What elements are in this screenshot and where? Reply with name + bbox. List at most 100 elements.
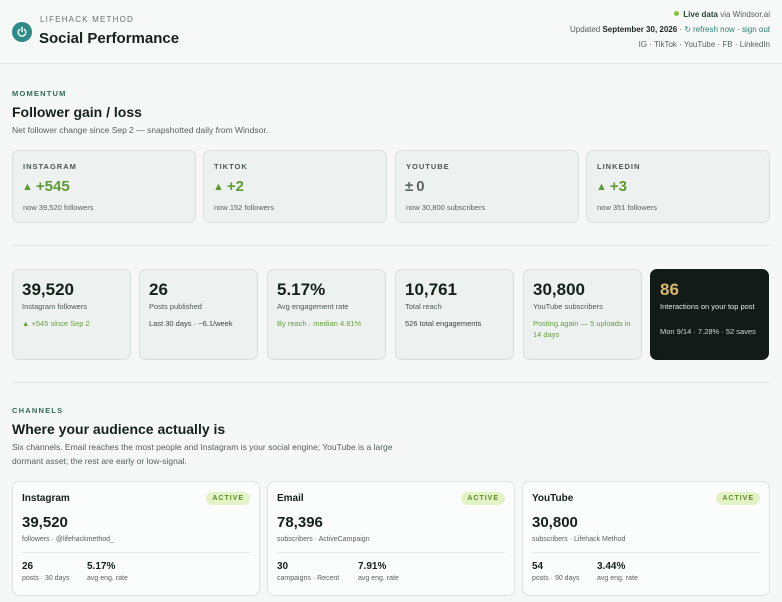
kpi-label: Posts published: [149, 302, 202, 311]
channels-kicker: CHANNELS: [12, 406, 64, 415]
kpi-value: 86: [660, 280, 679, 299]
kpi-label: Interactions on your top post: [660, 302, 755, 311]
triangle-up-icon: ▲: [596, 181, 607, 193]
stat-value: 3.44%: [597, 561, 626, 572]
refresh-label: refresh now: [693, 25, 735, 34]
gain-number: +3: [609, 178, 627, 195]
kpi-youtube-subscribers: 30,800 YouTube subscribers Posting again…: [523, 269, 642, 360]
gain-number: +545: [35, 178, 70, 195]
kpi-total-reach: 10,761 Total reach 526 total engagements: [395, 269, 514, 360]
gain-number: +2: [226, 178, 244, 195]
channel-stat-engagement: 3.44% avg eng. rate: [597, 561, 638, 582]
kpi-note: By reach · median 4.81%: [277, 319, 362, 328]
kpi-label: Total reach: [405, 302, 442, 311]
updated-date: September 30, 2026: [602, 25, 678, 34]
kpi-note: Mon 9/14 · 7.28% · 52 saves: [660, 327, 756, 336]
live-label: Live data: [683, 10, 718, 19]
kpi-top-post: 86 Interactions on your top post Mon 9/1…: [650, 269, 769, 360]
channel-subtitle: followers · @lifehackmethod_: [22, 536, 114, 543]
channel-subtitle: subscribers · Lifehack Method: [532, 536, 626, 543]
channel-value: 78,396: [277, 514, 323, 531]
kpi-note: Last 30 days · ~6.1/week: [149, 319, 233, 328]
plus-minus-icon: ±: [405, 178, 414, 195]
channel-card-email: Email ACTIVE 78,396 subscribers · Active…: [267, 481, 515, 596]
stat-label: posts · 90 days: [532, 575, 580, 582]
kpi-value: 5.17%: [277, 280, 326, 299]
channel-stat-campaigns: 30 campaigns · Recent: [277, 561, 339, 582]
channel-name: Email: [277, 493, 304, 504]
channel-name: YouTube: [532, 493, 574, 504]
channel-divider: [277, 552, 505, 553]
momentum-title: Follower gain / loss: [12, 104, 142, 120]
header-meta: Live data via Windsor.ai Updated Septemb…: [570, 9, 770, 54]
platform-list: IG · TikTok · YouTube · FB · LinkedIn: [638, 40, 770, 49]
live-source: via Windsor.ai: [720, 10, 770, 19]
channel-name: Instagram: [22, 493, 70, 504]
brand-kicker: LIFEHACK METHOD: [40, 15, 135, 24]
channel-stat-engagement: 5.17% avg eng. rate: [87, 561, 128, 582]
kpi-note: 526 total engagements: [405, 319, 482, 328]
gain-note: now 30,800 subscribers: [406, 203, 486, 212]
kpi-note: ▲ +545 since Sep 2: [22, 319, 90, 328]
separator: ·: [737, 25, 740, 34]
gain-value: ▲ +545: [22, 178, 70, 195]
channel-divider: [22, 552, 250, 553]
channel-stat-engagement: 7.91% avg eng. rate: [358, 561, 399, 582]
channel-value: 30,800: [532, 514, 578, 531]
kpi-note: Posting again — 5 uploads in 14 days: [533, 319, 631, 339]
separator: ·: [679, 25, 683, 34]
stat-label: avg eng. rate: [87, 575, 128, 582]
section-divider: [12, 382, 770, 383]
triangle-up-icon: ▲: [213, 181, 224, 193]
page-title: Social Performance: [39, 30, 180, 47]
refresh-button[interactable]: ↻ refresh now: [684, 25, 735, 34]
refresh-icon: ↻: [684, 25, 692, 34]
stat-value: 7.91%: [358, 561, 387, 572]
momentum-kicker: MOMENTUM: [12, 89, 67, 98]
kpi-value: 10,761: [405, 280, 457, 299]
updated-prefix: Updated: [569, 25, 601, 34]
power-icon[interactable]: [12, 22, 32, 42]
gain-card-instagram: INSTAGRAM ▲ +545 now 39,520 followers: [12, 150, 196, 223]
gain-platform: LINKEDIN: [597, 162, 641, 171]
status-badge: ACTIVE: [716, 492, 760, 505]
gain-number: 0: [416, 178, 425, 195]
gain-value: ▲ +2: [213, 178, 244, 195]
status-badge: ACTIVE: [461, 492, 505, 505]
channel-card-youtube: YouTube ACTIVE 30,800 subscribers · Life…: [522, 481, 770, 596]
channel-divider: [532, 552, 760, 553]
stat-value: 54: [532, 561, 544, 572]
kpi-engagement-rate: 5.17% Avg engagement rate By reach · med…: [267, 269, 386, 360]
gain-platform: YOUTUBE: [406, 162, 450, 171]
kpi-value: 30,800: [533, 280, 585, 299]
gain-note: now 152 followers: [214, 203, 275, 212]
stat-label: avg eng. rate: [358, 575, 399, 582]
channel-value: 39,520: [22, 514, 68, 531]
gain-platform: TIKTOK: [214, 162, 248, 171]
kpi-label: Avg engagement rate: [277, 302, 349, 311]
stat-label: posts · 30 days: [22, 575, 70, 582]
sign-out-link[interactable]: sign out: [741, 25, 770, 34]
stat-value: 30: [277, 561, 289, 572]
gain-card-tiktok: TIKTOK ▲ +2 now 152 followers: [203, 150, 387, 223]
stat-value: 5.17%: [87, 561, 116, 572]
channel-subtitle: subscribers · ActiveCampaign: [277, 536, 370, 543]
section-divider: [12, 245, 770, 246]
channel-card-instagram: Instagram ACTIVE 39,520 followers · @lif…: [12, 481, 260, 596]
kpi-label: YouTube subscribers: [533, 302, 603, 311]
channels-title: Where your audience actually is: [12, 421, 226, 437]
app-header: LIFEHACK METHOD Social Performance Live …: [0, 0, 782, 64]
channel-stat-posts: 26 posts · 30 days: [22, 561, 69, 582]
gain-value: ▲ +3: [596, 178, 627, 195]
stat-label: campaigns · Recent: [277, 575, 340, 582]
channels-subtitle: Six channels. Email reaches the most peo…: [12, 442, 393, 466]
kpi-label: Instagram followers: [22, 302, 88, 311]
stat-label: avg eng. rate: [597, 575, 638, 582]
kpi-value: 39,520: [22, 280, 74, 299]
channel-stat-posts: 54 posts · 90 days: [532, 561, 579, 582]
kpi-instagram-followers: 39,520 Instagram followers ▲ +545 since …: [12, 269, 131, 360]
gain-platform: INSTAGRAM: [23, 162, 77, 171]
momentum-subtitle: Net follower change since Sep 2 — snapsh…: [12, 125, 269, 135]
live-dot-icon: [674, 11, 680, 16]
gain-card-youtube: YOUTUBE ±0 now 30,800 subscribers: [395, 150, 579, 223]
